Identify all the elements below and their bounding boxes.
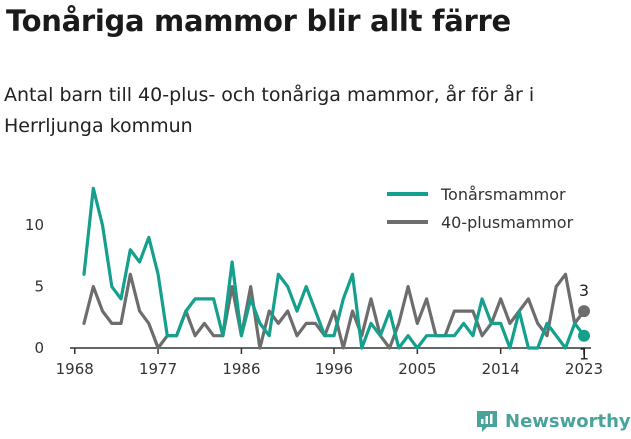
end-label-forty: 3 <box>579 281 589 300</box>
y-tick-label: 5 <box>34 278 44 296</box>
x-tick-label: 1977 <box>139 360 177 378</box>
legend: Tonårsmammor 40-plusmammor <box>387 185 574 232</box>
newsworthy-logo: Newsworthy <box>475 409 631 433</box>
x-tick-label: 1996 <box>315 360 353 378</box>
x-axis: 1968 1977 1986 1996 2005 2014 2023 <box>56 347 603 378</box>
x-tick-label: 2005 <box>398 360 436 378</box>
legend-label-forty: 40-plusmammor <box>441 213 574 232</box>
x-tick-label: 2023 <box>565 360 603 378</box>
end-label-teen: 1 <box>579 345 589 364</box>
series-line-teen <box>82 186 586 350</box>
chart-title: Tonåriga mammor blir allt färre <box>6 4 511 38</box>
brand-name: Newsworthy <box>505 410 631 432</box>
end-marker-forty <box>578 305 590 318</box>
end-marker-teen <box>578 329 590 342</box>
legend-label-teen: Tonårsmammor <box>440 185 566 204</box>
y-axis: 0 5 10 <box>25 216 44 357</box>
x-tick-label: 2014 <box>482 360 520 378</box>
y-tick-label: 0 <box>34 339 44 357</box>
x-tick-label: 1986 <box>222 360 260 378</box>
end-markers: 13 <box>578 281 590 364</box>
series-lines <box>82 186 586 350</box>
chart-subtitle: Antal barn till 40-plus- och tonåriga ma… <box>4 84 535 137</box>
x-tick-label: 1968 <box>56 360 94 378</box>
newsworthy-icon <box>477 411 497 432</box>
y-tick-label: 10 <box>25 216 44 234</box>
